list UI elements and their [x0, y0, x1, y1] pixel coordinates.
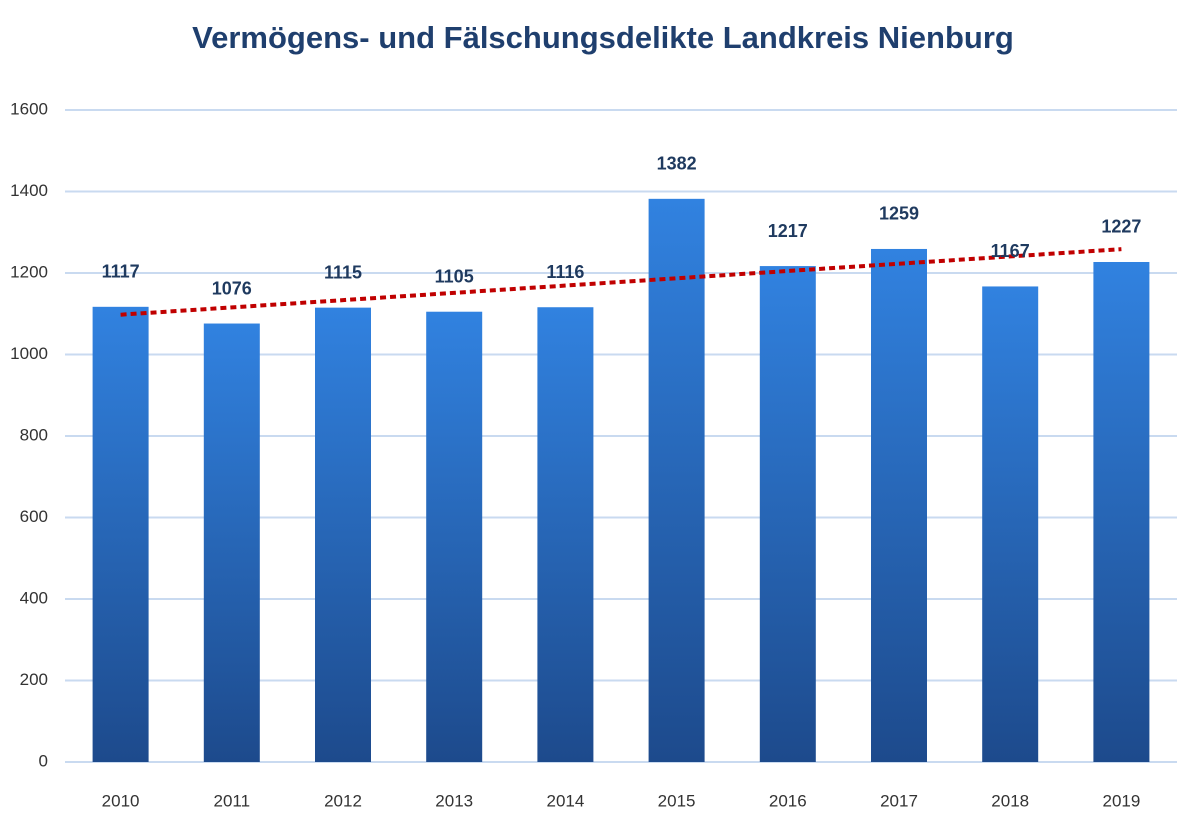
data-label: 1227	[1101, 217, 1141, 237]
bar	[92, 306, 149, 762]
bar	[759, 266, 816, 762]
y-tick-label: 600	[20, 507, 48, 526]
data-label: 1105	[435, 266, 474, 286]
x-tick-label: 2017	[880, 791, 918, 810]
bar	[537, 307, 594, 762]
y-tick-label: 1600	[10, 99, 48, 118]
bar	[648, 198, 705, 762]
x-tick-label: 2013	[435, 791, 473, 810]
data-label: 1076	[212, 278, 252, 298]
data-label: 1217	[768, 221, 808, 241]
x-tick-label: 2010	[102, 791, 140, 810]
y-tick-label: 400	[20, 588, 48, 607]
y-tick-label: 1400	[10, 181, 48, 200]
data-label: 1167	[991, 241, 1030, 261]
data-label: 1117	[102, 262, 140, 282]
bar	[871, 248, 927, 762]
x-tick-label: 2016	[769, 791, 807, 810]
x-tick-label: 2014	[546, 791, 584, 810]
x-tick-label: 2019	[1102, 791, 1140, 810]
x-tick-label: 2012	[324, 791, 362, 810]
y-tick-label: 200	[20, 670, 48, 689]
y-tick-label: 1200	[10, 262, 48, 281]
data-label: 1115	[324, 262, 362, 282]
x-tick-label: 2015	[658, 791, 696, 810]
bar	[315, 307, 371, 762]
data-label: 1116	[546, 262, 584, 282]
y-tick-label: 0	[39, 751, 48, 770]
data-label: 1382	[657, 154, 697, 174]
x-tick-label: 2011	[214, 791, 251, 810]
x-tick-label: 2018	[991, 791, 1029, 810]
data-label: 1259	[879, 204, 919, 224]
bar	[982, 286, 1039, 762]
bar	[203, 323, 260, 762]
chart-title: Vermögens- und Fälschungsdelikte Landkre…	[192, 20, 1014, 55]
y-tick-label: 1000	[10, 344, 48, 363]
y-tick-label: 800	[20, 425, 48, 444]
bar	[426, 311, 483, 762]
bar	[1093, 261, 1150, 762]
trendline	[120, 247, 1122, 317]
